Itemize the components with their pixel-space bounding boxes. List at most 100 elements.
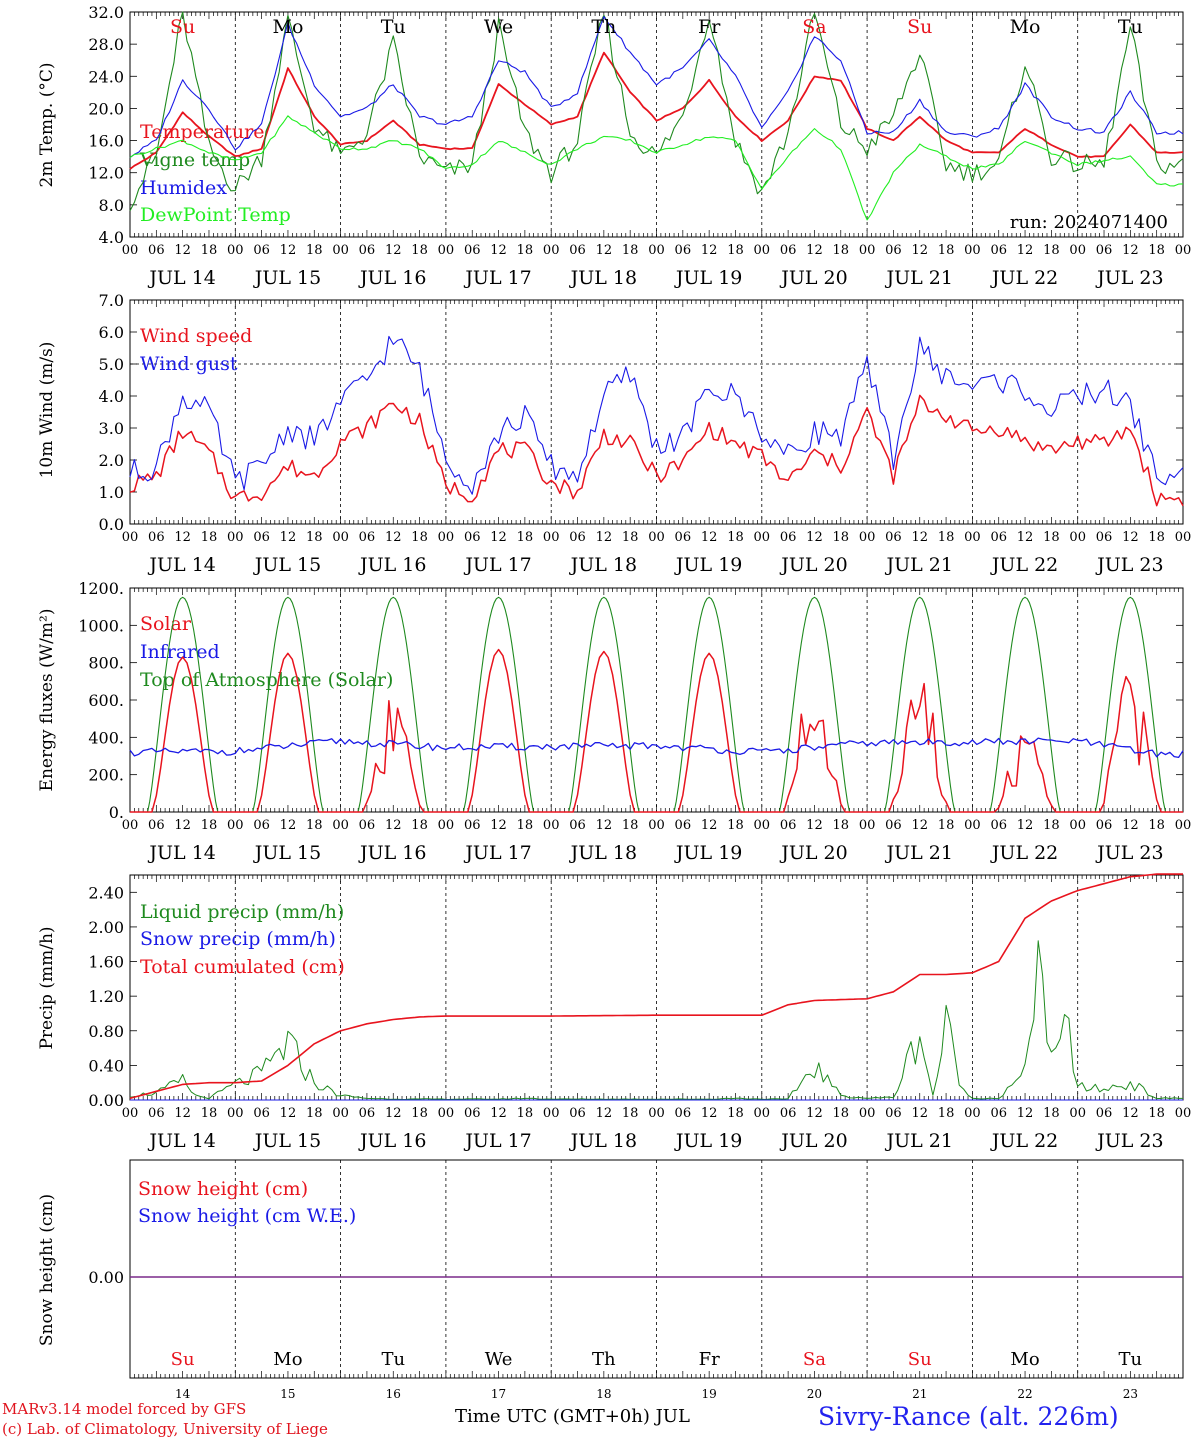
date-label: JUL 21	[885, 267, 953, 289]
hour-label: 06	[359, 818, 376, 833]
date-label: JUL 19	[674, 267, 742, 289]
legend-wind-gust: Wind gust	[140, 353, 238, 375]
hour-label: 12	[385, 1106, 402, 1121]
y-tick-label: 5.0	[99, 355, 124, 374]
hour-label: 18	[622, 1106, 639, 1121]
hour-label: 12	[174, 243, 191, 258]
hour-label: 12	[1122, 818, 1139, 833]
y-tick-label: 2.0	[99, 451, 124, 470]
hour-label: 00	[227, 530, 244, 545]
date-label: JUL 23	[1095, 554, 1163, 576]
hour-label: 18	[1043, 1106, 1060, 1121]
date-label: JUL 20	[779, 842, 847, 864]
hour-label: 12	[490, 1106, 507, 1121]
hour-label: 18	[1043, 530, 1060, 545]
weekday-label: Fr	[699, 1349, 720, 1370]
hour-label: 18	[622, 530, 639, 545]
hour-label: 06	[569, 243, 586, 258]
day-number-label: 15	[280, 1387, 295, 1401]
hour-label: 06	[569, 1106, 586, 1121]
hour-label: 06	[990, 818, 1007, 833]
hour-label: 18	[833, 243, 850, 258]
hour-label: 18	[517, 243, 534, 258]
hour-label: 12	[1122, 1106, 1139, 1121]
hour-label: 12	[911, 818, 928, 833]
hour-label: 18	[306, 243, 323, 258]
day-number-label: 16	[386, 1387, 401, 1401]
hour-label: 06	[253, 1106, 270, 1121]
hour-label: 12	[385, 818, 402, 833]
hour-label: 18	[201, 243, 218, 258]
hour-label: 06	[1096, 530, 1113, 545]
hour-label: 12	[701, 243, 718, 258]
hour-label: 12	[385, 530, 402, 545]
y-axis-label: Precip (mm/h)	[37, 926, 57, 1049]
lab-credit: (c) Lab. of Climatology, University of L…	[2, 1420, 328, 1438]
hour-label: 06	[780, 530, 797, 545]
hour-label: 18	[1148, 1106, 1165, 1121]
day-number-label: 14	[175, 1387, 191, 1401]
hour-label: 18	[727, 530, 744, 545]
legend-humidex: Humidex	[140, 177, 227, 199]
hour-label: 06	[464, 530, 481, 545]
hour-label: 12	[280, 818, 297, 833]
date-label: JUL 15	[253, 267, 321, 289]
time-axis-label: Time UTC (GMT+0h) JUL	[455, 1406, 690, 1427]
y-tick-label: 12.0	[88, 164, 124, 183]
hour-label: 18	[1148, 530, 1165, 545]
plot-frame-1	[129, 299, 1184, 525]
y-tick-label: 0.0	[99, 515, 124, 534]
date-label: JUL 21	[885, 554, 953, 576]
hour-label: 00	[332, 243, 349, 258]
hour-label: 12	[1017, 243, 1034, 258]
y-tick-label: 0.00	[88, 1268, 124, 1287]
hour-label: 18	[938, 1106, 955, 1121]
hour-label: 06	[780, 818, 797, 833]
date-label: JUL 16	[358, 554, 426, 576]
y-tick-label: 7.0	[99, 291, 124, 310]
hour-label: 00	[122, 1106, 139, 1121]
hour-label: 18	[1148, 818, 1165, 833]
date-label: JUL 16	[358, 267, 426, 289]
hour-label: 06	[1096, 818, 1113, 833]
legend-infrared: Infrared	[140, 641, 220, 663]
date-label: JUL 17	[463, 554, 531, 576]
y-tick-label: 0.40	[88, 1056, 124, 1075]
date-label: JUL 16	[358, 1130, 426, 1152]
legend-snow-height-cm-w-e-: Snow height (cm W.E.)	[138, 1205, 356, 1227]
hour-label: 12	[911, 243, 928, 258]
weekday-label: Mo	[1010, 16, 1041, 38]
hour-label: 12	[596, 1106, 613, 1121]
hour-label: 00	[1175, 1106, 1192, 1121]
hour-label: 12	[806, 1106, 823, 1121]
hour-label: 12	[280, 243, 297, 258]
hour-label: 00	[964, 243, 981, 258]
legend-liquid-precip-mm-h-: Liquid precip (mm/h)	[140, 901, 344, 923]
weekday-label: Su	[170, 16, 195, 38]
date-label: JUL 14	[147, 1130, 215, 1152]
y-tick-label: 20.0	[88, 99, 124, 118]
date-label: JUL 18	[569, 267, 637, 289]
model-credit: MARv3.14 model forced by GFS	[2, 1400, 247, 1418]
hour-label: 18	[938, 818, 955, 833]
date-label: JUL 17	[463, 267, 531, 289]
hour-label: 00	[859, 530, 876, 545]
date-label: JUL 15	[253, 554, 321, 576]
y-axis-label: Energy fluxes (W/m²)	[37, 609, 57, 792]
legend-temperature: Temperature	[140, 121, 264, 143]
hour-label: 00	[332, 530, 349, 545]
hour-label: 06	[359, 530, 376, 545]
hour-label: 00	[648, 243, 665, 258]
weekday-label: Th	[592, 1349, 616, 1370]
hour-label: 18	[306, 530, 323, 545]
hour-label: 18	[833, 1106, 850, 1121]
hour-label: 18	[411, 818, 428, 833]
date-label: JUL 15	[253, 842, 321, 864]
hour-label: 00	[543, 818, 560, 833]
y-tick-label: 800.	[88, 654, 124, 673]
weekday-label: We	[485, 1349, 513, 1370]
hour-label: 00	[122, 818, 139, 833]
hour-label: 00	[227, 243, 244, 258]
hour-label: 18	[411, 1106, 428, 1121]
hour-label: 18	[622, 243, 639, 258]
